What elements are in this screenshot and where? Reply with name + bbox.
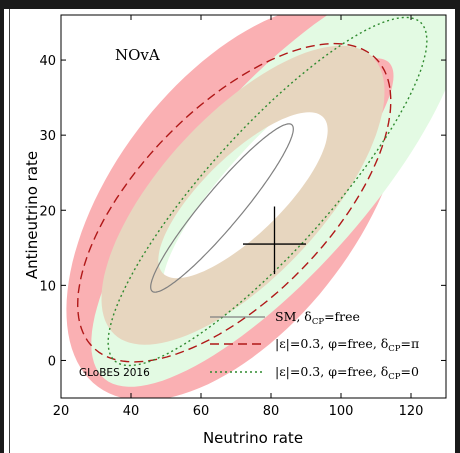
y-tick-label: 20 xyxy=(39,204,56,219)
series-curve-1 xyxy=(76,42,392,363)
x-tick-label: 100 xyxy=(329,404,354,419)
left-border xyxy=(0,9,4,453)
y-tick-label: 40 xyxy=(39,54,56,69)
watermark: GLoBES 2016 xyxy=(79,367,150,379)
x-tick-label: 20 xyxy=(53,404,70,419)
series-curve-0 xyxy=(150,123,294,293)
plot-title: NOvA xyxy=(115,46,160,64)
x-tick-label: 60 xyxy=(193,404,210,419)
x-tick-label: 80 xyxy=(263,404,280,419)
legend-label-0: SM, δCP=free xyxy=(275,309,360,327)
x-tick-label: 120 xyxy=(399,404,424,419)
x-axis-label: Neutrino rate xyxy=(203,429,303,447)
series-curve-2 xyxy=(107,16,428,367)
top-border xyxy=(0,0,460,9)
legend: SM, δCP=free |ε|=0.3, φ=free, δCP=π |ε|=0.… xyxy=(210,309,419,382)
y-tick-label: 0 xyxy=(48,354,56,369)
band-2 xyxy=(101,45,385,345)
y-tick-label: 10 xyxy=(39,279,56,294)
left-border-line xyxy=(9,9,10,453)
plot-frame xyxy=(60,14,447,399)
legend-label-2: |ε|=0.3, φ=free, δCP=0 xyxy=(275,364,419,382)
right-border xyxy=(455,9,460,453)
y-axis-label: Antineutrino rate xyxy=(23,151,41,279)
y-tick-label: 30 xyxy=(39,129,56,144)
legend-label-1: |ε|=0.3, φ=free, δCP=π xyxy=(275,336,419,354)
x-tick-label: 40 xyxy=(123,404,140,419)
